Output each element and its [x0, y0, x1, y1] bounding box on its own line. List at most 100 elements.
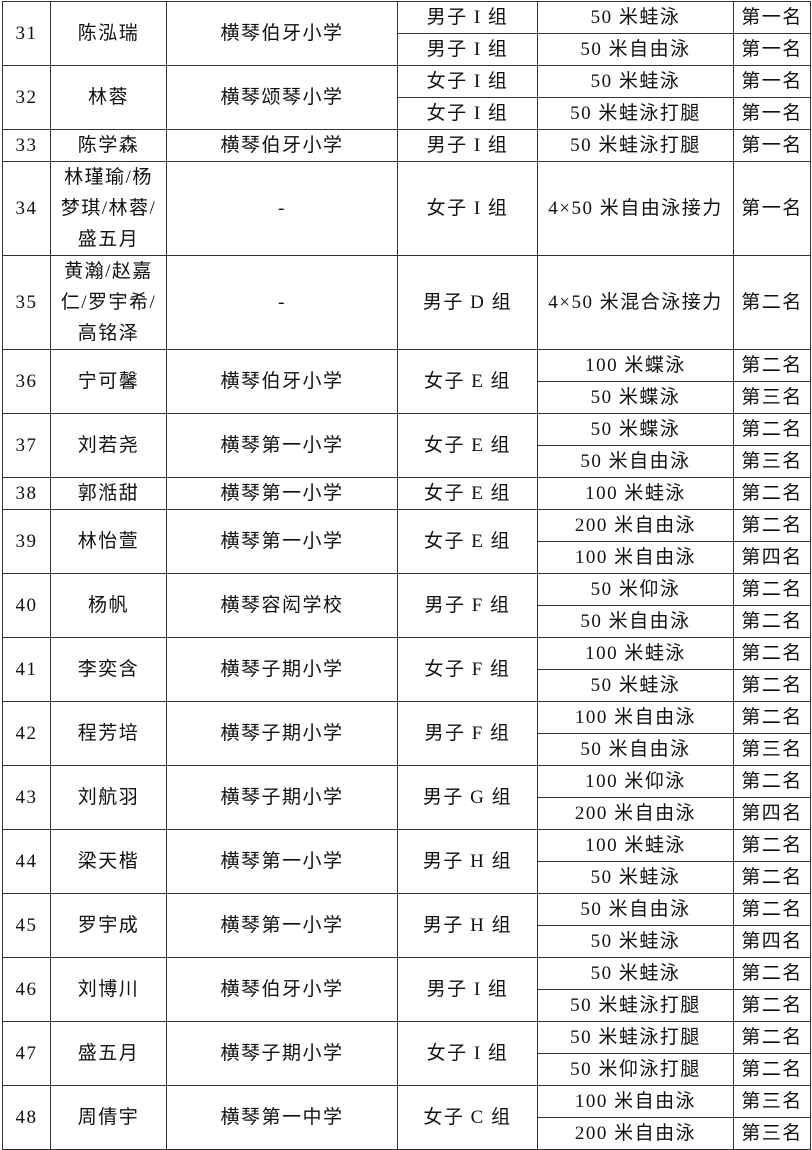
table-row: 41 李奕含 横琴子期小学 女子 F 组 100 米蛙泳 第二名: [2, 637, 811, 702]
event-cell: 200 米自由泳: [537, 797, 734, 830]
table-row: 33 陈学森 横琴伯牙小学 男子 I 组 50 米蛙泳打腿 第一名: [2, 129, 811, 162]
group-cell: 女子 I 组: [397, 161, 538, 256]
event-cell: 50 米蛙泳打腿: [537, 989, 734, 1022]
table-row: 31 陈泓瑞 横琴伯牙小学 男子 I 组 50 米蛙泳 第一名: [2, 1, 811, 66]
rank-cell: 第二名: [733, 349, 811, 382]
rank-cell: 第二名: [733, 861, 811, 894]
rank-cell: 第一名: [733, 97, 811, 130]
table-row: 47 盛五月 横琴子期小学 女子 I 组 50 米蛙泳打腿 第二名: [2, 1021, 811, 1086]
rank-cell: 第四名: [733, 797, 811, 830]
event-cell: 100 米自由泳: [537, 1085, 734, 1118]
table-row: 35 黄瀚/赵嘉仁/罗宇希/高铭泽 - 男子 D 组 4×50 米混合泳接力 第二名: [2, 255, 811, 350]
athlete-name: 陈泓瑞: [50, 1, 167, 66]
school-name: 横琴子期小学: [166, 637, 398, 702]
event-cell: 100 米蛙泳: [537, 477, 734, 510]
rank-cell: 第四名: [733, 541, 811, 574]
group-cell: 男子 H 组: [397, 829, 538, 894]
event-cell: 50 米蛙泳: [537, 861, 734, 894]
athlete-name: 盛五月: [50, 1021, 167, 1086]
row-number: 37: [2, 413, 51, 478]
row-number: 40: [2, 573, 51, 638]
group-cell: 女子 I 组: [397, 1021, 538, 1086]
event-cell: 50 米仰泳: [537, 573, 734, 606]
row-number: 32: [2, 65, 51, 130]
group-cell: 女子 E 组: [397, 413, 538, 478]
event-cell: 50 米蛙泳: [537, 957, 734, 990]
school-name: 横琴第一小学: [166, 477, 398, 510]
rank-cell: 第二名: [733, 413, 811, 446]
table-row: 50 米蝶泳 第三名: [3, 381, 811, 414]
row-number: 31: [2, 1, 51, 66]
row-number: 36: [2, 349, 51, 414]
row-number: 48: [2, 1085, 51, 1150]
row-number: 35: [2, 255, 51, 350]
school-name: 横琴子期小学: [166, 765, 398, 830]
athlete-name: 林蓉: [50, 65, 167, 130]
rank-cell: 第二名: [733, 477, 811, 510]
group-cell: 女子 I 组: [397, 65, 538, 98]
table-row: 34 林瑾瑜/杨梦琪/林蓉/盛五月 - 女子 I 组 4×50 米自由泳接力 第一名: [2, 161, 811, 256]
school-name: 横琴子期小学: [166, 701, 398, 766]
table-row: 42 程芳培 横琴子期小学 男子 F 组 100 米自由泳 第二名: [2, 701, 811, 766]
table-row: 男子 I 组 50 米自由泳 第一名: [3, 33, 811, 66]
athlete-name: 陈学森: [50, 129, 167, 162]
school-name: 横琴第一小学: [166, 413, 398, 478]
row-number: 44: [2, 829, 51, 894]
school-name: 横琴伯牙小学: [166, 1, 398, 66]
group-cell: 女子 E 组: [397, 509, 538, 574]
group-cell: 女子 E 组: [397, 349, 538, 414]
school-name: 横琴第一小学: [166, 509, 398, 574]
rank-cell: 第一名: [733, 129, 811, 162]
school-name: 横琴第一中学: [166, 1085, 398, 1150]
rank-cell: 第二名: [733, 255, 811, 350]
rank-cell: 第一名: [733, 161, 811, 256]
event-cell: 50 米蛙泳打腿: [537, 129, 734, 162]
rank-cell: 第三名: [733, 1085, 811, 1118]
school-name: 横琴伯牙小学: [166, 129, 398, 162]
event-cell: 100 米蛙泳: [537, 637, 734, 670]
rank-cell: 第二名: [733, 829, 811, 862]
rank-cell: 第一名: [733, 33, 811, 66]
rank-cell: 第三名: [733, 1117, 811, 1150]
table-row: 43 刘航羽 横琴子期小学 男子 G 组 100 米仰泳 第二名: [2, 765, 811, 830]
event-cell: 100 米自由泳: [537, 541, 734, 574]
group-cell: 男子 I 组: [397, 1, 538, 34]
table-row: 39 林怡萱 横琴第一小学 女子 E 组 200 米自由泳 第二名: [2, 509, 811, 574]
event-cell: 50 米蛙泳: [537, 1, 734, 34]
rank-cell: 第三名: [733, 381, 811, 414]
rank-cell: 第三名: [733, 445, 811, 478]
rank-cell: 第三名: [733, 733, 811, 766]
athlete-name: 杨帆: [50, 573, 167, 638]
table-row: 50 米蛙泳 第二名: [3, 861, 811, 894]
group-cell: 女子 C 组: [397, 1085, 538, 1150]
school-name: 横琴伯牙小学: [166, 349, 398, 414]
table-row: 40 杨帆 横琴容闳学校 男子 F 组 50 米仰泳 第二名: [2, 573, 811, 638]
table-row: 50 米仰泳打腿 第二名: [3, 1053, 811, 1086]
row-number: 42: [2, 701, 51, 766]
event-cell: 4×50 米混合泳接力: [537, 255, 734, 350]
table-row: 50 米蛙泳打腿 第二名: [3, 989, 811, 1022]
rank-cell: 第二名: [733, 605, 811, 638]
event-cell: 100 米蛙泳: [537, 829, 734, 862]
group-cell: 女子 I 组: [397, 97, 538, 130]
table-row: 50 米蛙泳 第四名: [3, 925, 811, 958]
row-number: 39: [2, 509, 51, 574]
table-row: 50 米蛙泳 第二名: [3, 669, 811, 702]
row-number: 45: [2, 893, 51, 958]
table-row: 50 米自由泳 第三名: [3, 445, 811, 478]
athlete-name: 刘航羽: [50, 765, 167, 830]
athlete-name: 郭湉甜: [50, 477, 167, 510]
group-cell: 男子 I 组: [397, 957, 538, 1022]
rank-cell: 第二名: [733, 701, 811, 734]
row-number: 38: [2, 477, 51, 510]
row-number: 47: [2, 1021, 51, 1086]
athlete-name: 程芳培: [50, 701, 167, 766]
group-cell: 男子 H 组: [397, 893, 538, 958]
rank-cell: 第一名: [733, 1, 811, 34]
table-row: 46 刘博川 横琴伯牙小学 男子 I 组 50 米蛙泳 第二名: [2, 957, 811, 1022]
school-name: -: [166, 255, 398, 350]
athlete-name: 黄瀚/赵嘉仁/罗宇希/高铭泽: [50, 255, 167, 350]
event-cell: 50 米自由泳: [537, 893, 734, 926]
